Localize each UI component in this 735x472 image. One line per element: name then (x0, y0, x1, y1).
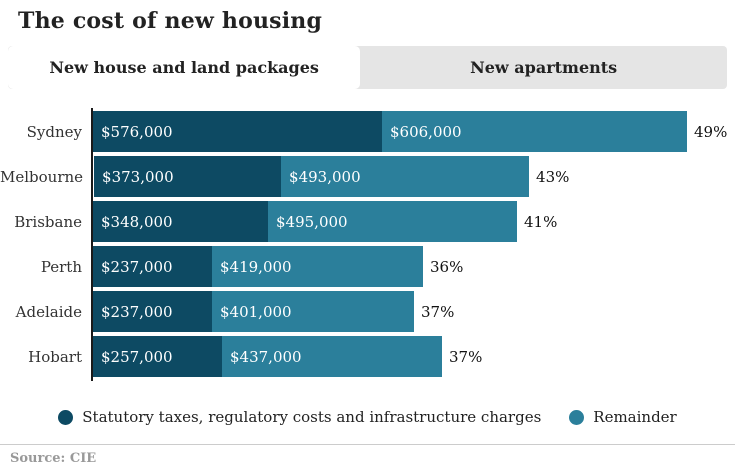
chart-row: Brisbane $348,000 $495,000 41% (0, 201, 735, 243)
chart-legend: Statutory taxes, regulatory costs and in… (0, 408, 735, 426)
percent-label: 41% (524, 212, 558, 231)
category-label: Hobart (28, 347, 82, 366)
chart-row: Melbourne $373,000 $493,000 43% (0, 156, 735, 198)
bar-segment-statutory: $373,000 (94, 156, 282, 198)
bar-value-label: $237,000 (101, 302, 173, 321)
tab-new-house-and-land[interactable]: New house and land packages (8, 46, 361, 90)
source-credit: Source: CIE (10, 451, 97, 466)
legend-item-statutory: Statutory taxes, regulatory costs and in… (58, 408, 541, 426)
bar-value-label: $373,000 (102, 167, 174, 186)
category-label: Adelaide (15, 302, 82, 321)
category-label: Melbourne (0, 167, 84, 186)
footer: Source: CIE (0, 444, 735, 472)
page-title: The cost of new housing (18, 8, 323, 34)
bar-segment-remainder: $493,000 (281, 156, 530, 198)
bar-segment-statutory: $237,000 (93, 291, 212, 333)
bar-value-label: $606,000 (390, 122, 462, 141)
percent-label: 49% (694, 122, 728, 141)
chart-row: Hobart $257,000 $437,000 37% (0, 336, 735, 378)
legend-dot-statutory-icon (58, 409, 74, 425)
bar-value-label: $493,000 (289, 167, 361, 186)
percent-label: 37% (421, 302, 455, 321)
legend-dot-remainder-icon (569, 409, 585, 425)
legend-item-remainder: Remainder (569, 408, 677, 427)
legend-label: Remainder (593, 408, 677, 427)
chart-row: Sydney $576,000 $606,000 49% (0, 111, 735, 153)
bar-segment-remainder: $401,000 (212, 291, 414, 333)
bar-value-label: $576,000 (101, 122, 173, 141)
bar-segment-statutory: $237,000 (93, 246, 212, 288)
bar-value-label: $495,000 (276, 212, 348, 231)
chart-row: Adelaide $237,000 $401,000 37% (0, 291, 735, 333)
tab-new-apartments[interactable]: New apartments (470, 58, 618, 78)
bar-segment-statutory: $257,000 (93, 336, 222, 378)
category-label: Brisbane (14, 212, 82, 231)
bar-segment-remainder: $495,000 (268, 201, 517, 243)
bar-value-label: $437,000 (230, 347, 302, 366)
bar-value-label: $401,000 (220, 302, 292, 321)
bar-value-label: $237,000 (101, 257, 173, 276)
bar-segment-remainder: $419,000 (212, 246, 423, 288)
bar-segment-statutory: $348,000 (93, 201, 268, 243)
bar-value-label: $419,000 (220, 257, 292, 276)
legend-label: Statutory taxes, regulatory costs and in… (82, 408, 542, 427)
chart-row: Perth $237,000 $419,000 36% (0, 246, 735, 288)
bar-value-label: $257,000 (101, 347, 173, 366)
percent-label: 36% (430, 257, 464, 276)
bar-value-label: $348,000 (101, 212, 173, 231)
bar-segment-remainder: $606,000 (382, 111, 687, 153)
tab-bar: New house and land packages New apartmen… (8, 46, 727, 90)
bar-segment-remainder: $437,000 (222, 336, 442, 378)
category-label: Sydney (26, 122, 82, 141)
category-label: Perth (40, 257, 82, 276)
stacked-bar-chart: Sydney $576,000 $606,000 49% Melbourne $373,0… (0, 108, 735, 382)
percent-label: 43% (536, 167, 570, 186)
percent-label: 37% (449, 347, 483, 366)
bar-segment-statutory: $576,000 (93, 111, 382, 153)
